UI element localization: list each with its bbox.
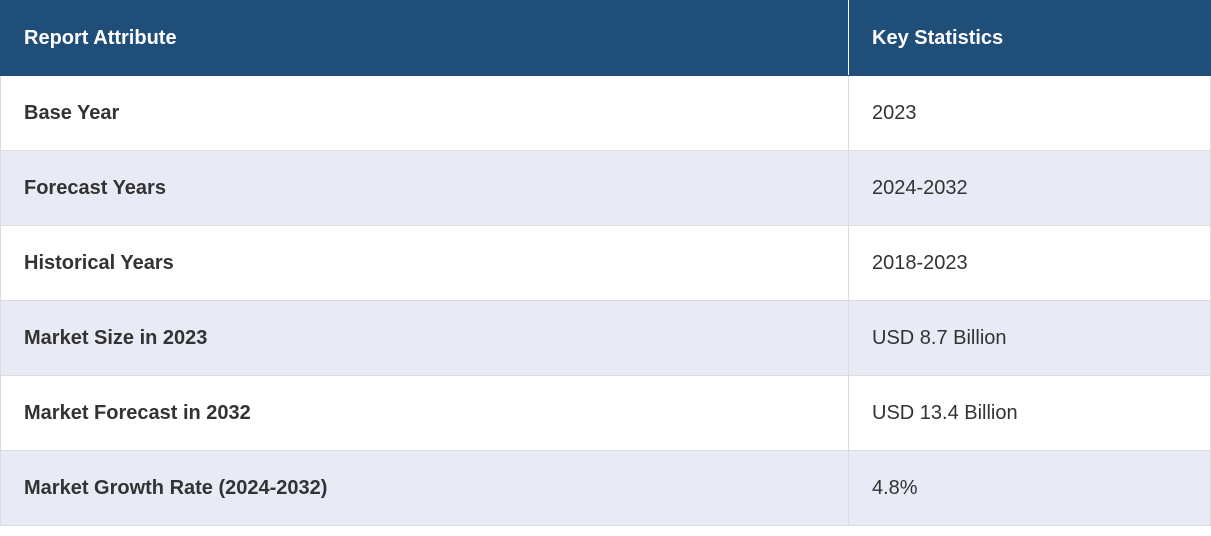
- value-cell: 4.8%: [848, 450, 1211, 526]
- attribute-cell: Base Year: [0, 75, 849, 151]
- attribute-cell: Market Growth Rate (2024-2032): [0, 450, 849, 526]
- header-cell: Key Statistics: [848, 0, 1211, 76]
- table-row: Forecast Years 2024-2032: [0, 150, 1211, 226]
- attribute-cell: Historical Years: [0, 225, 849, 301]
- value-cell: USD 13.4 Billion: [848, 375, 1211, 451]
- attribute-cell: Market Forecast in 2032: [0, 375, 849, 451]
- table-row: Historical Years 2018-2023: [0, 225, 1211, 301]
- table-row: Market Size in 2023 USD 8.7 Billion: [0, 300, 1211, 376]
- value-cell: 2023: [848, 75, 1211, 151]
- table-row: Market Growth Rate (2024-2032) 4.8%: [0, 450, 1211, 526]
- table-row: Base Year 2023: [0, 75, 1211, 151]
- value-cell: 2018-2023: [848, 225, 1211, 301]
- header-cell: Report Attribute: [0, 0, 849, 76]
- value-cell: USD 8.7 Billion: [848, 300, 1211, 376]
- attribute-cell: Market Size in 2023: [0, 300, 849, 376]
- attribute-cell: Forecast Years: [0, 150, 849, 226]
- header-row: Report Attribute Key Statistics: [0, 0, 1211, 76]
- table-row: Market Forecast in 2032 USD 13.4 Billion: [0, 375, 1211, 451]
- value-cell: 2024-2032: [848, 150, 1211, 226]
